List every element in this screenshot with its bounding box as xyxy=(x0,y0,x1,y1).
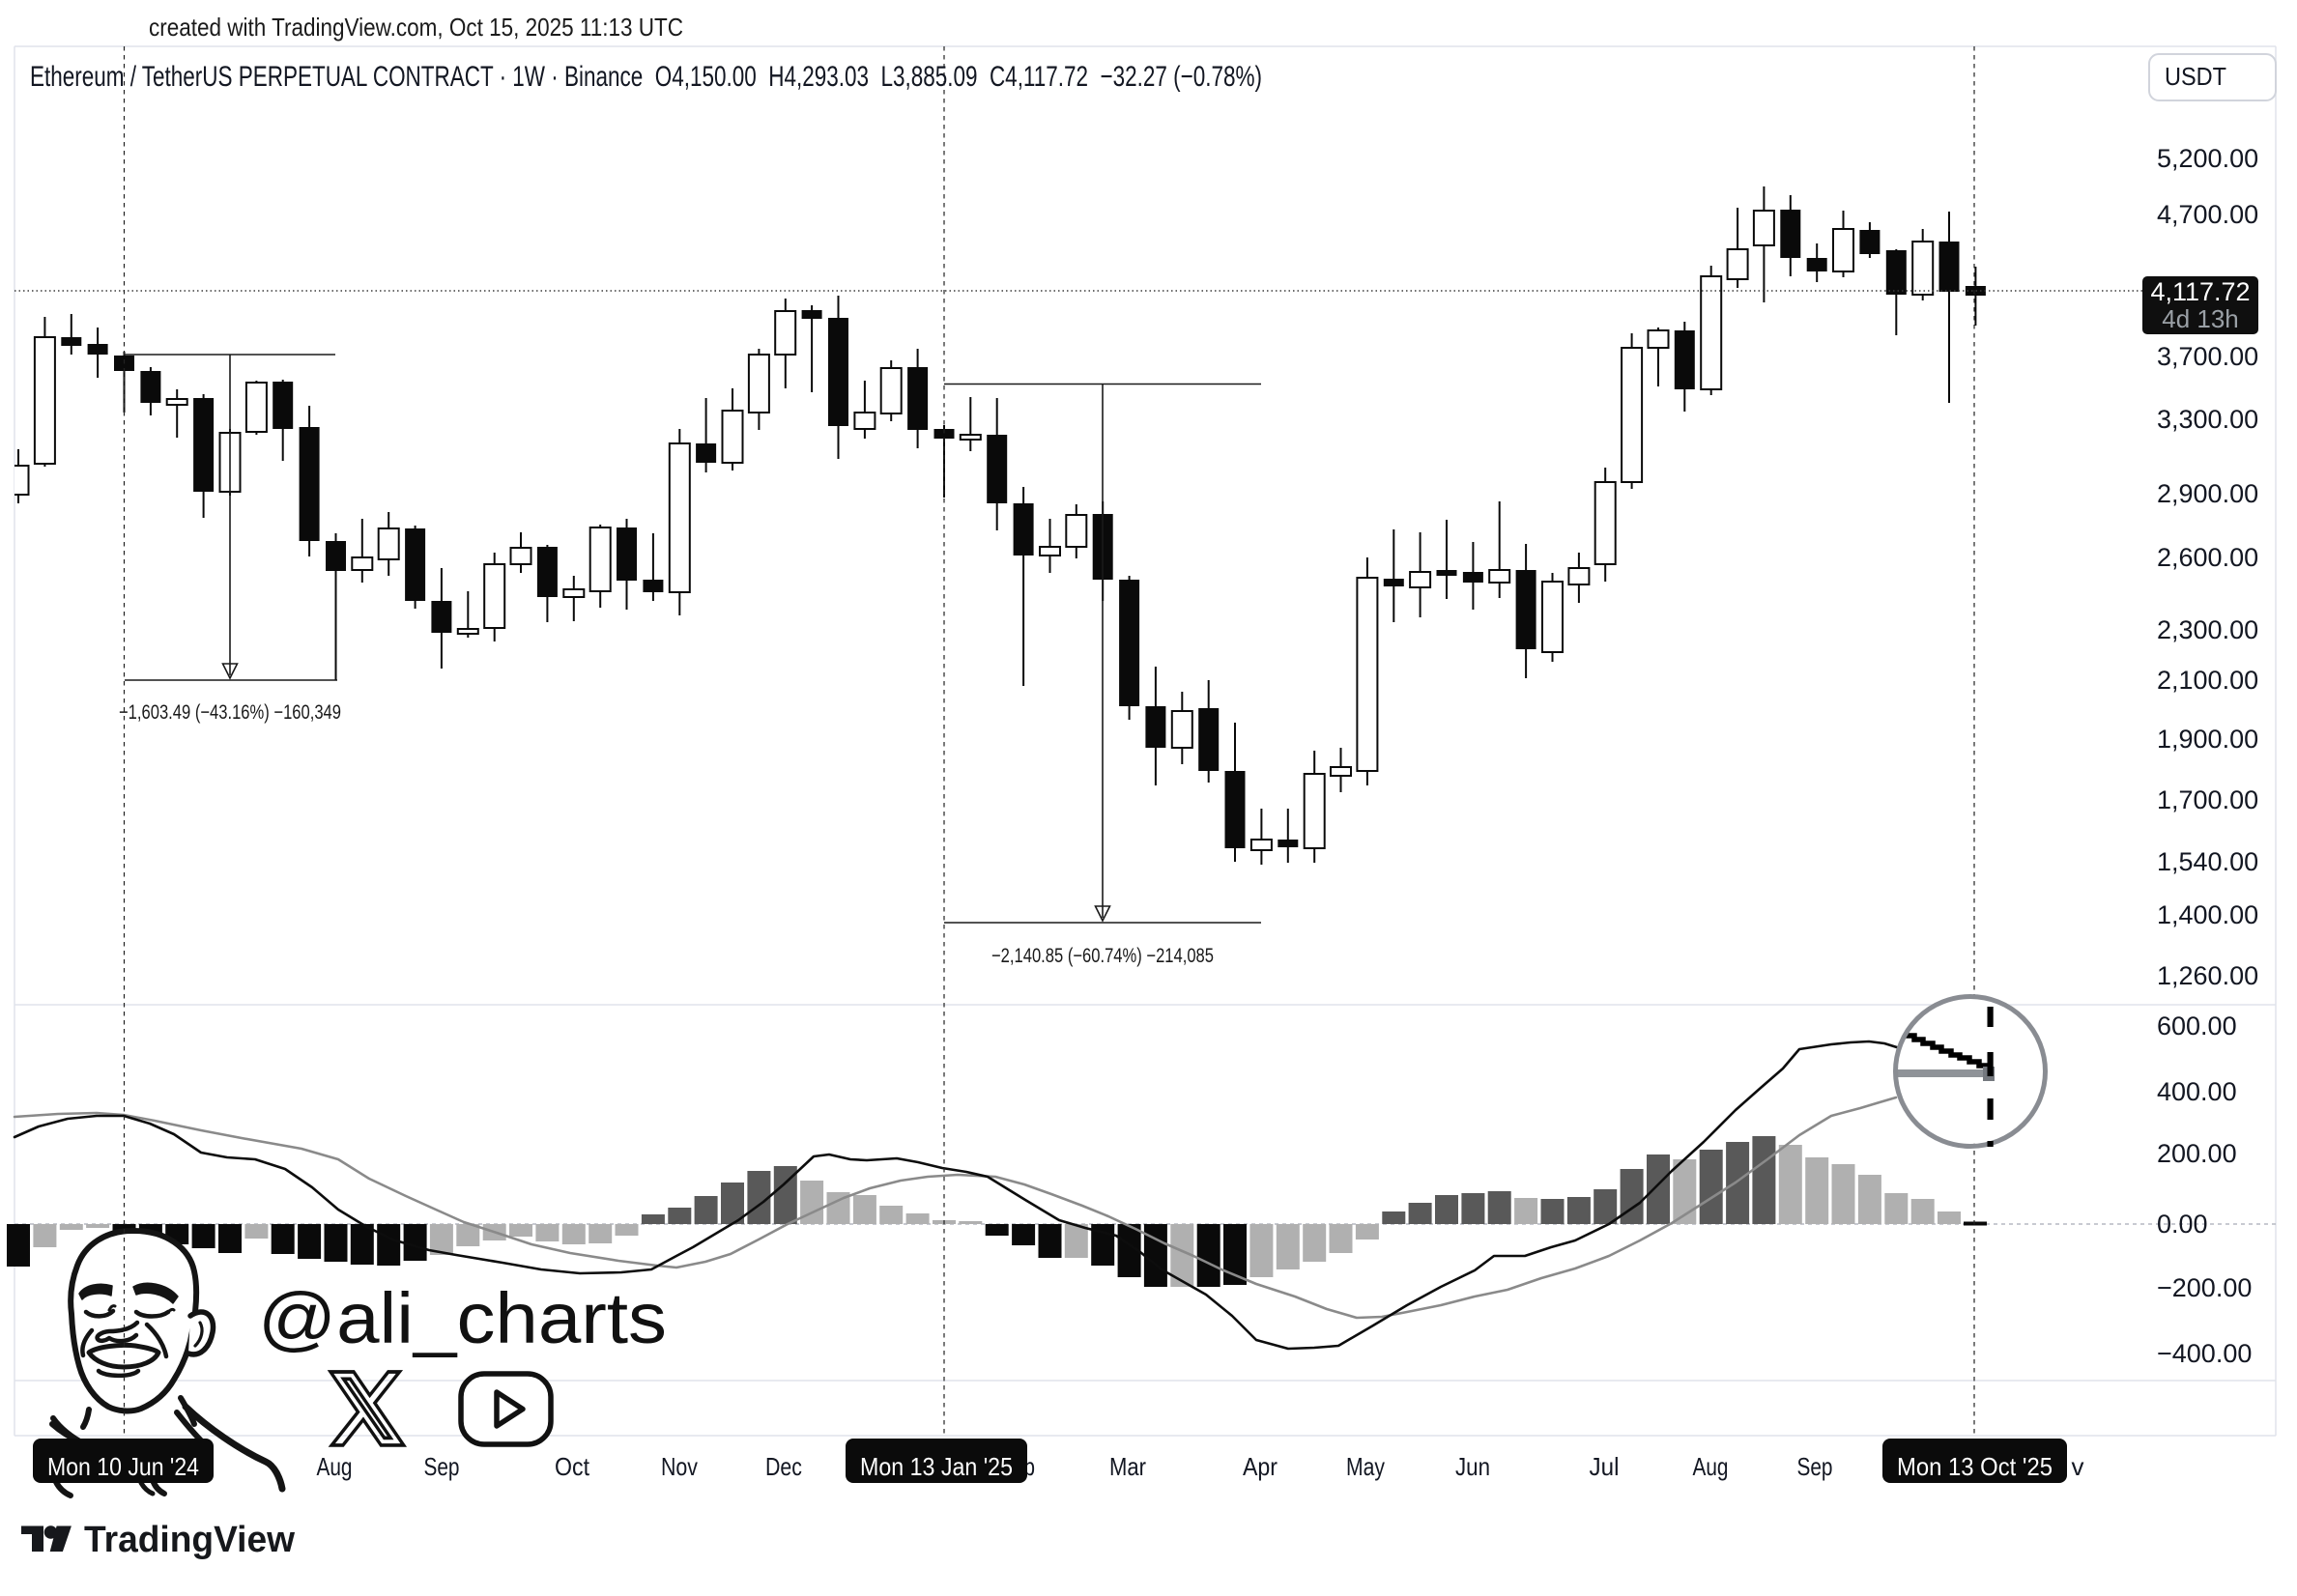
svg-text:1,900.00: 1,900.00 xyxy=(2157,725,2258,754)
svg-text:Ethereum / TetherUS PERPETUAL: Ethereum / TetherUS PERPETUAL CONTRACT ·… xyxy=(30,61,1262,93)
svg-text:5,200.00: 5,200.00 xyxy=(2157,144,2258,173)
svg-text:v: v xyxy=(2072,1452,2084,1481)
svg-text:2,900.00: 2,900.00 xyxy=(2157,479,2258,508)
svg-text:Sep: Sep xyxy=(424,1452,460,1481)
svg-text:Nov: Nov xyxy=(661,1452,698,1481)
svg-text:1,700.00: 1,700.00 xyxy=(2157,785,2258,814)
svg-text:0.00: 0.00 xyxy=(2157,1210,2208,1239)
svg-text:TradingView: TradingView xyxy=(84,1520,295,1560)
svg-text:Aug: Aug xyxy=(317,1452,353,1481)
svg-text:−400.00: −400.00 xyxy=(2157,1339,2252,1368)
svg-text:1,400.00: 1,400.00 xyxy=(2157,900,2258,929)
svg-text:3,300.00: 3,300.00 xyxy=(2157,405,2258,434)
svg-text:Jun: Jun xyxy=(1455,1452,1490,1481)
svg-text:1,540.00: 1,540.00 xyxy=(2157,847,2258,876)
svg-text:Mar: Mar xyxy=(1109,1452,1146,1481)
svg-text:Dec: Dec xyxy=(765,1452,802,1481)
svg-text:Apr: Apr xyxy=(1243,1452,1278,1481)
svg-text:Mon 13 Jan '25: Mon 13 Jan '25 xyxy=(860,1452,1013,1481)
svg-text:−200.00: −200.00 xyxy=(2157,1273,2252,1302)
svg-text:Mon 13 Oct '25: Mon 13 Oct '25 xyxy=(1897,1452,2053,1481)
svg-text:2,600.00: 2,600.00 xyxy=(2157,543,2258,572)
svg-text:−1,603.49 (−43.16%) −160,349: −1,603.49 (−43.16%) −160,349 xyxy=(119,701,341,724)
svg-text:4d 13h: 4d 13h xyxy=(2162,304,2239,333)
svg-text:4,700.00: 4,700.00 xyxy=(2157,200,2258,229)
svg-text:3,700.00: 3,700.00 xyxy=(2157,342,2258,371)
svg-text:2,300.00: 2,300.00 xyxy=(2157,615,2258,644)
svg-text:Oct: Oct xyxy=(555,1452,590,1481)
svg-text:−2,140.85 (−60.74%) −214,085: −2,140.85 (−60.74%) −214,085 xyxy=(991,945,1214,967)
svg-text:Sep: Sep xyxy=(1797,1452,1833,1481)
svg-text:Mon 10 Jun '24: Mon 10 Jun '24 xyxy=(47,1452,199,1481)
svg-text:4,117.72: 4,117.72 xyxy=(2150,277,2250,306)
svg-text:USDT: USDT xyxy=(2165,62,2226,91)
svg-text:600.00: 600.00 xyxy=(2157,1012,2237,1040)
svg-text:Jul: Jul xyxy=(1590,1452,1620,1481)
svg-text:1,260.00: 1,260.00 xyxy=(2157,961,2258,990)
svg-text:May: May xyxy=(1346,1452,1385,1481)
svg-text:200.00: 200.00 xyxy=(2157,1139,2237,1168)
svg-text:400.00: 400.00 xyxy=(2157,1077,2237,1106)
svg-text:Aug: Aug xyxy=(1693,1452,1729,1481)
svg-text:2,100.00: 2,100.00 xyxy=(2157,666,2258,695)
svg-text:created with TradingView.com,: created with TradingView.com, Oct 15, 20… xyxy=(149,13,683,42)
svg-text:@ali_charts: @ali_charts xyxy=(258,1278,667,1358)
